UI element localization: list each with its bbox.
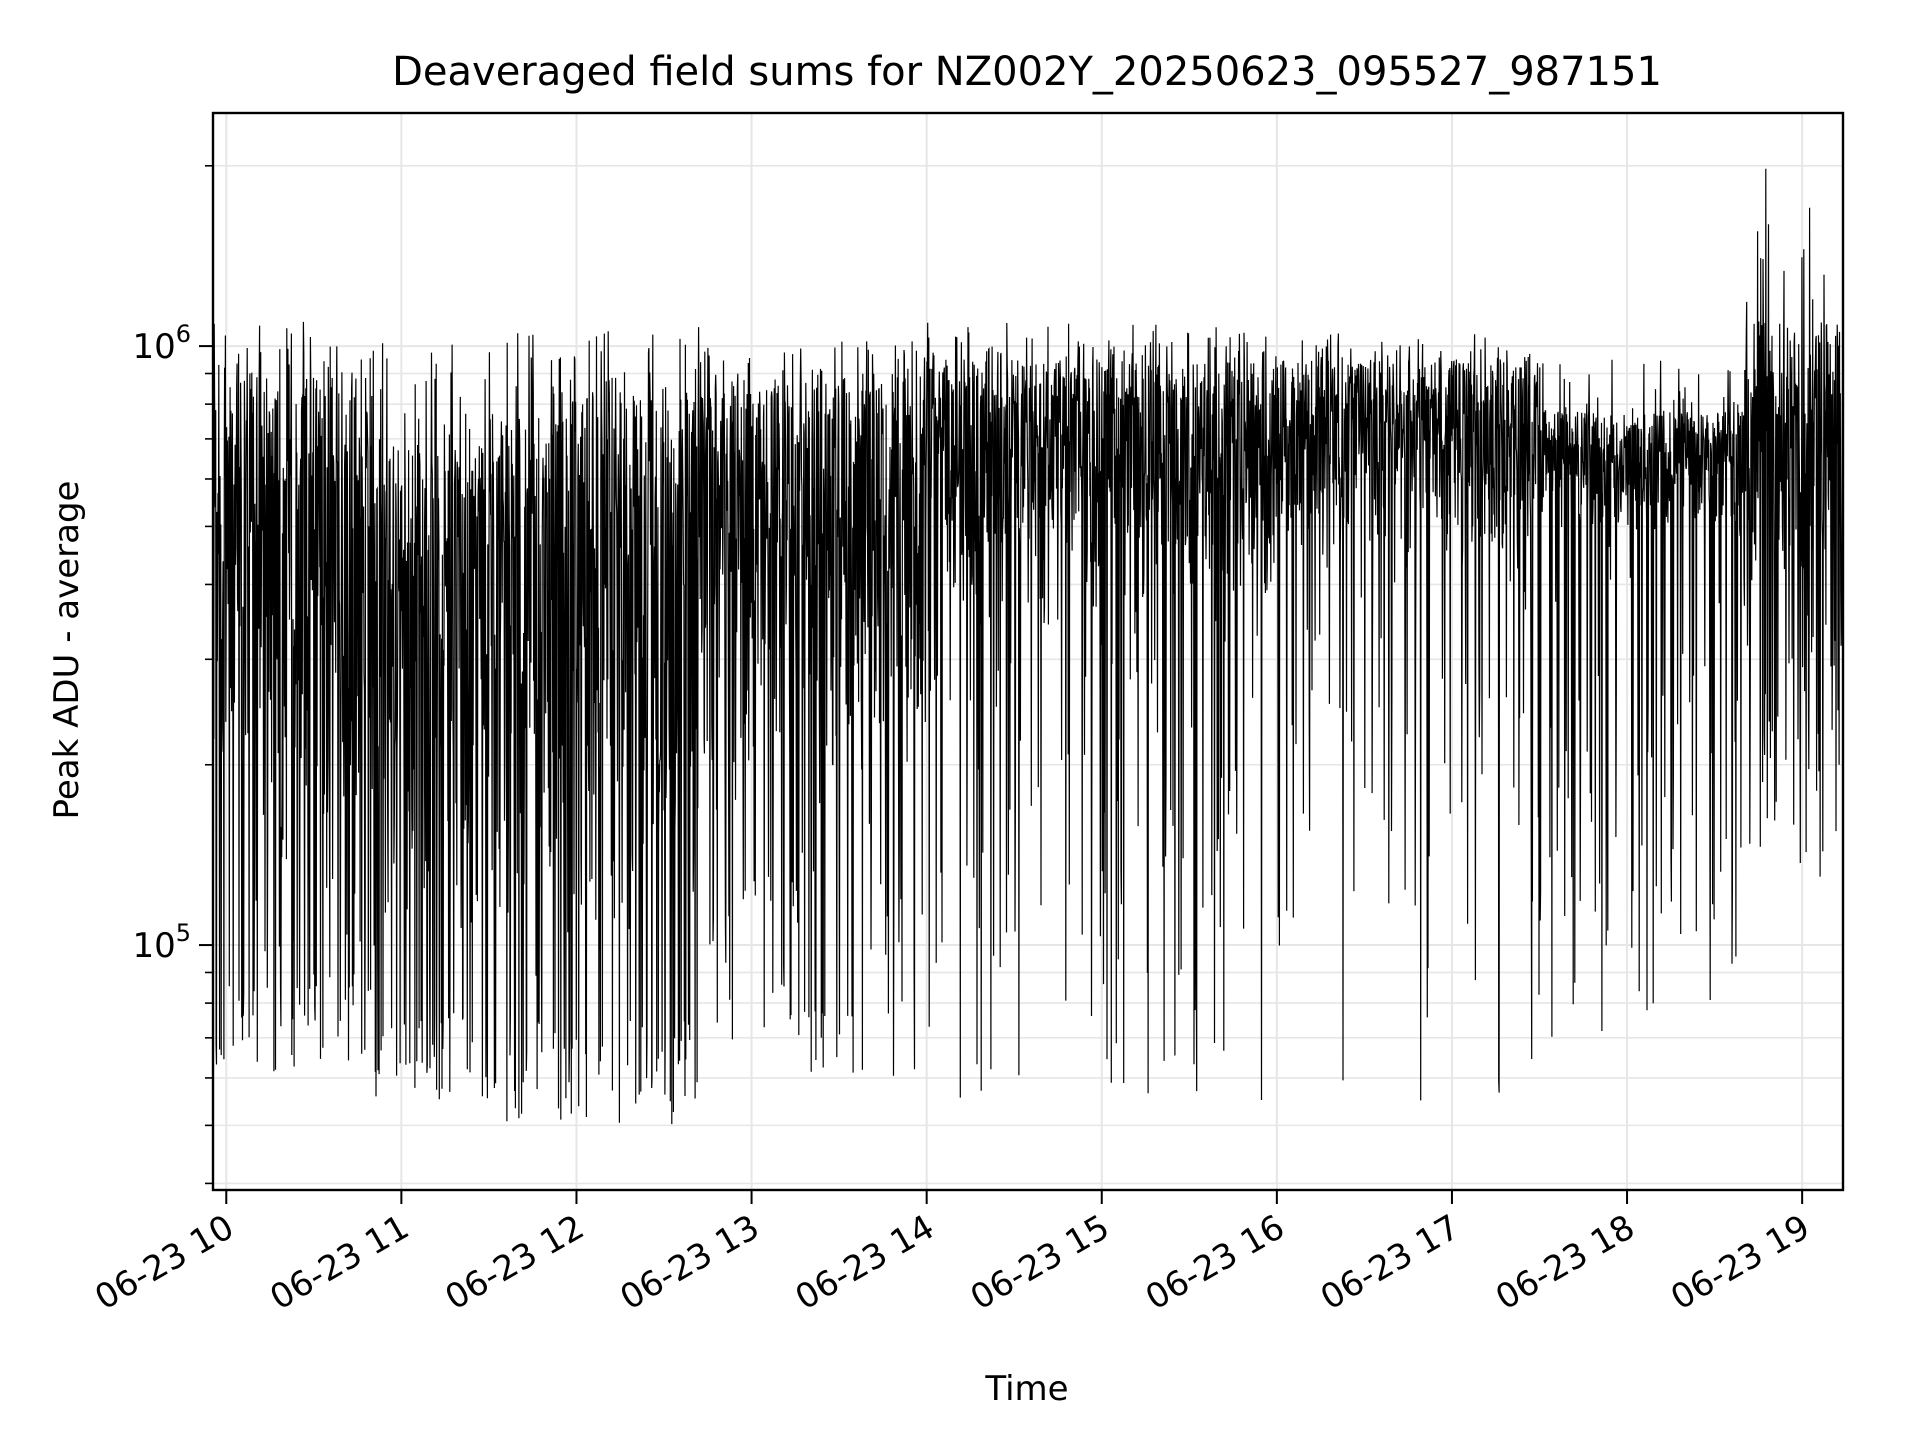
series-line [212, 168, 1844, 1125]
y-tick-label-base: 10 [132, 327, 175, 367]
chart-title: Deaveraged field sums for NZ002Y_2025062… [392, 49, 1662, 95]
y-tick-label: 105 [132, 919, 191, 966]
y-tick-label-exponent: 6 [176, 320, 191, 348]
y-tick-label-base: 10 [132, 926, 175, 966]
series-layer [212, 168, 1844, 1125]
axes-frame [211, 111, 1845, 1192]
y-tick-label: 106 [132, 320, 191, 367]
x-axis-label: Time [984, 1369, 1068, 1409]
y-tick-label-exponent: 5 [176, 919, 191, 947]
y-axis-label: Peak ADU - average [47, 481, 87, 820]
